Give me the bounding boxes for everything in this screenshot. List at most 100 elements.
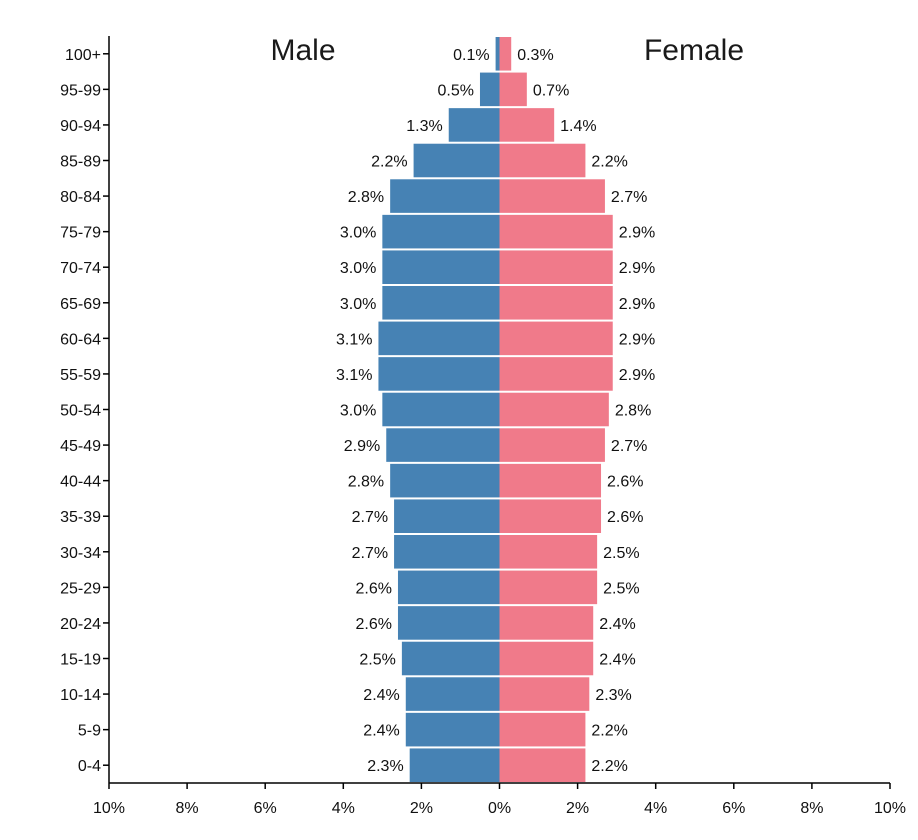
male-data-label: 0.5% [438, 82, 474, 99]
female-bar-5-9 [499, 712, 586, 747]
y-tick-label: 5-9 [78, 723, 101, 740]
female-series-title: Female [644, 34, 744, 67]
female-data-label: 2.2% [591, 758, 627, 775]
female-data-label: 2.5% [603, 580, 639, 597]
y-tick-label: 45-49 [60, 438, 101, 455]
y-tick-label: 15-19 [60, 652, 101, 669]
male-bar-0-4 [409, 748, 500, 782]
female-bar-20-24 [499, 606, 594, 640]
female-data-label: 2.2% [591, 154, 627, 171]
female-data-label: 2.9% [619, 260, 655, 277]
male-bar-95-99 [479, 72, 500, 107]
male-data-label: 2.5% [359, 652, 395, 669]
male-bar-85-89 [413, 143, 500, 178]
y-tick-label: 100+ [65, 47, 101, 64]
female-data-label: 2.4% [599, 616, 635, 633]
x-tick-label: 6% [254, 800, 277, 817]
male-data-label: 0.1% [453, 47, 489, 64]
male-bar-90-94 [448, 108, 500, 142]
female-bar-80-84 [499, 179, 605, 213]
x-tick-label: 0% [488, 800, 511, 817]
y-tick-label: 55-59 [60, 367, 101, 384]
y-tick-label: 75-79 [60, 225, 101, 242]
male-bar-25-29 [397, 570, 500, 605]
y-tick-label: 35-39 [60, 509, 101, 526]
y-tick-label: 50-54 [60, 403, 101, 420]
male-bar-75-79 [382, 214, 500, 249]
male-data-label: 3.0% [340, 403, 376, 420]
female-bar-70-74 [499, 250, 613, 284]
x-tick-label: 10% [93, 800, 125, 817]
male-bar-55-59 [378, 357, 500, 391]
female-data-label: 0.7% [533, 82, 569, 99]
female-bar-25-29 [499, 570, 598, 605]
male-data-label: 2.6% [356, 616, 392, 633]
female-data-label: 2.9% [619, 296, 655, 313]
female-data-label: 2.9% [619, 225, 655, 242]
female-bar-95-99 [499, 72, 527, 107]
female-data-label: 2.5% [603, 545, 639, 562]
female-bar-75-79 [499, 214, 613, 249]
male-bar-30-34 [394, 535, 500, 569]
x-tick-label: 4% [644, 800, 667, 817]
female-bar-35-39 [499, 499, 602, 533]
female-bar-90-94 [499, 108, 555, 142]
y-tick-label: 40-44 [60, 474, 101, 491]
y-tick-label: 80-84 [60, 189, 101, 206]
male-data-label: 1.3% [406, 118, 442, 135]
y-tick-label: 90-94 [60, 118, 101, 135]
female-bar-65-69 [499, 286, 613, 320]
female-bar-40-44 [499, 463, 602, 498]
x-tick-label: 4% [332, 800, 355, 817]
female-data-label: 2.4% [599, 652, 635, 669]
female-data-label: 2.2% [591, 723, 627, 740]
x-tick-label: 10% [874, 800, 906, 817]
female-bar-45-49 [499, 428, 605, 462]
female-bar-55-59 [499, 357, 613, 391]
y-tick-label: 0-4 [78, 758, 101, 775]
female-bar-0-4 [499, 748, 586, 782]
male-bar-80-84 [390, 179, 500, 213]
male-data-label: 2.4% [363, 687, 399, 704]
x-tick-label: 8% [800, 800, 823, 817]
female-bar-50-54 [499, 392, 609, 427]
female-data-label: 2.8% [615, 403, 651, 420]
male-bar-15-19 [401, 641, 500, 676]
x-tick-label: 2% [410, 800, 433, 817]
female-data-label: 0.3% [517, 47, 553, 64]
female-bar-10-14 [499, 677, 590, 711]
male-bar-5-9 [405, 712, 500, 747]
male-bar-10-14 [405, 677, 500, 711]
male-data-label: 2.3% [367, 758, 403, 775]
male-bar-100+ [495, 37, 500, 71]
female-data-label: 2.3% [595, 687, 631, 704]
male-data-label: 2.7% [352, 545, 388, 562]
female-bar-30-34 [499, 535, 598, 569]
female-data-label: 2.6% [607, 474, 643, 491]
male-bar-35-39 [394, 499, 500, 533]
male-data-label: 3.1% [336, 331, 372, 348]
male-data-label: 2.4% [363, 723, 399, 740]
male-data-label: 2.2% [371, 154, 407, 171]
y-tick-label: 25-29 [60, 580, 101, 597]
male-bar-70-74 [382, 250, 500, 284]
male-bar-60-64 [378, 321, 500, 356]
male-bar-20-24 [397, 606, 500, 640]
y-tick-label: 70-74 [60, 260, 101, 277]
female-data-label: 2.7% [611, 438, 647, 455]
male-data-label: 3.0% [340, 260, 376, 277]
male-data-label: 2.9% [344, 438, 380, 455]
male-bar-50-54 [382, 392, 500, 427]
y-tick-label: 30-34 [60, 545, 101, 562]
male-bar-40-44 [390, 463, 500, 498]
male-data-label: 3.1% [336, 367, 372, 384]
female-data-label: 2.9% [619, 367, 655, 384]
female-bar-60-64 [499, 321, 613, 356]
y-tick-label: 20-24 [60, 616, 101, 633]
male-bar-45-49 [386, 428, 500, 462]
male-data-label: 3.0% [340, 225, 376, 242]
y-tick-label: 95-99 [60, 82, 101, 99]
female-bar-15-19 [499, 641, 594, 676]
female-data-label: 2.6% [607, 509, 643, 526]
